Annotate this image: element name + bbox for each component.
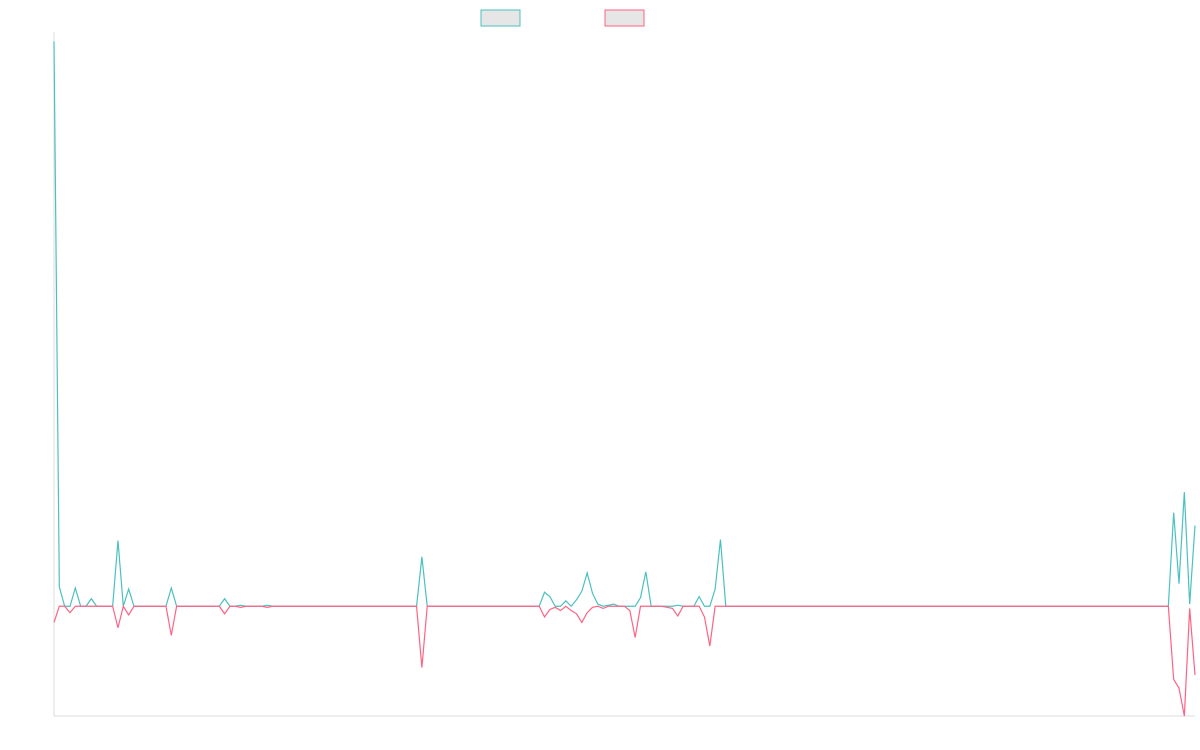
series-layer (53, 41, 1196, 717)
axes (53, 32, 1195, 717)
legend-swatch-2[interactable] (604, 9, 645, 27)
series-line-1 (53, 41, 1196, 608)
series-line-2 (53, 604, 1196, 717)
legend-swatch-1[interactable] (480, 9, 521, 27)
legend[interactable] (480, 9, 645, 27)
